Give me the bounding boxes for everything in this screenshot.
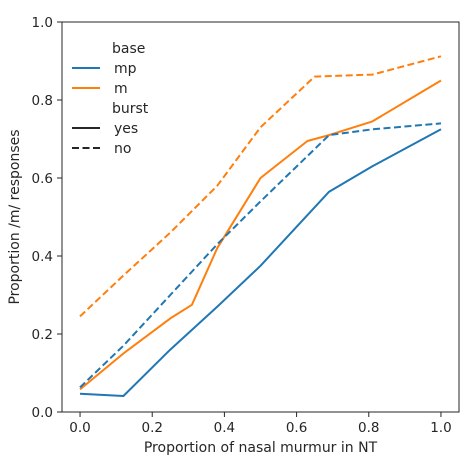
x-tick-label: 0.8 (358, 420, 379, 436)
x-tick-label: 0.0 (69, 420, 90, 436)
x-tick-label: 1.0 (430, 420, 451, 436)
x-tick-label: 0.4 (214, 420, 235, 436)
y-tick-label: 1.0 (32, 15, 53, 31)
x-tick-label: 0.2 (141, 420, 162, 436)
series-line-mp-burst (79, 128, 442, 397)
y-tick-label: 0.0 (32, 405, 53, 421)
y-axis-label: Proportion /m/ responses (7, 129, 23, 304)
series-line-m-no-burst (79, 55, 442, 318)
y-tick-label: 0.8 (32, 93, 53, 109)
legend: base mp m burst yes no (72, 41, 149, 157)
plot-frame (61, 21, 460, 413)
y-axis: 0.0 0.2 0.4 0.6 0.8 1.0 (32, 15, 62, 421)
x-axis: 0.0 0.2 0.4 0.6 0.8 1.0 (69, 412, 452, 436)
series-line-m-burst (79, 79, 442, 391)
legend-label-mp: mp (114, 61, 137, 77)
y-tick-label: 0.2 (32, 327, 53, 343)
legend-title-burst: burst (112, 101, 149, 117)
x-axis-label: Proportion of nasal murmur in NT (144, 440, 378, 456)
legend-label-no: no (114, 141, 131, 157)
y-tick-label: 0.4 (32, 249, 53, 265)
y-tick-label: 0.6 (32, 171, 53, 187)
legend-title-base: base (112, 41, 145, 57)
legend-label-yes: yes (114, 121, 138, 137)
legend-label-m: m (114, 81, 128, 97)
plot-lines (79, 55, 442, 397)
x-tick-label: 0.6 (286, 420, 307, 436)
series-line-mp-no-burst (79, 122, 442, 389)
